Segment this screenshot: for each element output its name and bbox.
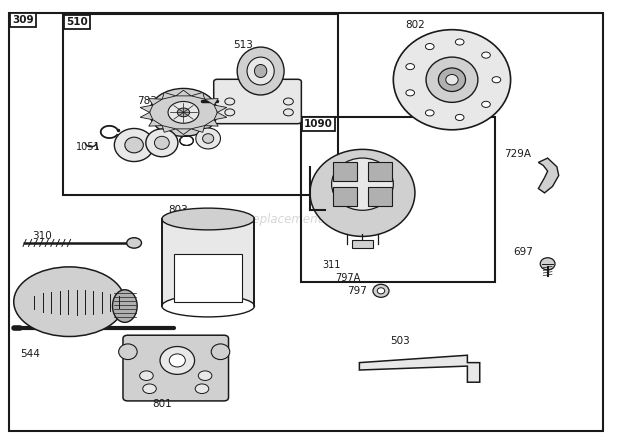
Text: 783: 783 <box>137 96 157 106</box>
Ellipse shape <box>332 158 393 210</box>
Polygon shape <box>162 126 176 132</box>
Polygon shape <box>205 120 218 126</box>
Polygon shape <box>214 113 227 120</box>
Ellipse shape <box>146 129 178 157</box>
FancyBboxPatch shape <box>123 335 229 401</box>
Polygon shape <box>149 99 162 105</box>
Ellipse shape <box>196 128 221 149</box>
Ellipse shape <box>438 68 466 92</box>
Polygon shape <box>360 355 480 382</box>
Ellipse shape <box>310 149 415 237</box>
FancyBboxPatch shape <box>333 162 357 181</box>
Ellipse shape <box>373 284 389 297</box>
Ellipse shape <box>254 64 267 78</box>
FancyBboxPatch shape <box>368 187 392 206</box>
Polygon shape <box>191 92 205 99</box>
Circle shape <box>225 98 235 105</box>
Circle shape <box>143 384 156 393</box>
FancyBboxPatch shape <box>352 240 373 248</box>
Polygon shape <box>149 120 162 126</box>
Ellipse shape <box>154 136 169 149</box>
Text: 503: 503 <box>390 336 410 346</box>
Text: 729A: 729A <box>505 149 531 159</box>
Ellipse shape <box>114 128 154 162</box>
Circle shape <box>482 101 490 107</box>
Circle shape <box>168 102 199 123</box>
Text: 803: 803 <box>168 205 188 215</box>
Ellipse shape <box>118 344 137 360</box>
Ellipse shape <box>14 267 125 336</box>
Text: 513: 513 <box>233 40 253 50</box>
Circle shape <box>195 384 209 393</box>
Polygon shape <box>214 105 227 113</box>
Ellipse shape <box>160 346 195 374</box>
Ellipse shape <box>211 344 230 360</box>
Polygon shape <box>176 129 191 134</box>
Ellipse shape <box>169 354 185 367</box>
Circle shape <box>482 52 490 58</box>
Text: 311: 311 <box>322 260 341 270</box>
Text: 309: 309 <box>12 15 33 25</box>
Ellipse shape <box>162 208 254 230</box>
Ellipse shape <box>426 57 478 102</box>
FancyBboxPatch shape <box>333 187 357 206</box>
Text: 697: 697 <box>514 247 534 257</box>
Circle shape <box>126 238 141 248</box>
Circle shape <box>455 114 464 120</box>
Ellipse shape <box>237 47 284 95</box>
Bar <box>162 219 254 306</box>
Circle shape <box>406 90 415 96</box>
Ellipse shape <box>125 137 143 153</box>
Ellipse shape <box>112 290 137 322</box>
Circle shape <box>425 43 434 49</box>
Polygon shape <box>162 92 176 99</box>
Circle shape <box>149 88 218 136</box>
Ellipse shape <box>162 295 254 317</box>
Circle shape <box>283 109 293 116</box>
Circle shape <box>492 77 501 83</box>
Polygon shape <box>191 126 205 132</box>
Circle shape <box>198 371 212 381</box>
Circle shape <box>455 39 464 45</box>
Circle shape <box>425 110 434 116</box>
Text: 1090: 1090 <box>304 119 333 129</box>
Text: 797: 797 <box>347 286 367 296</box>
Circle shape <box>406 64 415 70</box>
FancyBboxPatch shape <box>214 79 301 124</box>
Text: eReplacementParts.com: eReplacementParts.com <box>238 212 382 226</box>
Ellipse shape <box>446 74 458 85</box>
Circle shape <box>140 371 153 381</box>
Circle shape <box>283 98 293 105</box>
Bar <box>301 117 495 282</box>
Text: 802: 802 <box>405 20 425 30</box>
Text: 797A: 797A <box>335 273 360 283</box>
Polygon shape <box>140 105 153 113</box>
Ellipse shape <box>540 258 555 270</box>
Ellipse shape <box>203 134 214 143</box>
Text: 544: 544 <box>20 349 40 359</box>
Ellipse shape <box>378 288 384 294</box>
Text: 1051: 1051 <box>76 142 100 152</box>
Bar <box>174 254 242 302</box>
Polygon shape <box>140 113 153 120</box>
Polygon shape <box>176 90 191 96</box>
Bar <box>63 14 338 195</box>
Circle shape <box>177 108 190 117</box>
Polygon shape <box>205 99 218 105</box>
Text: 510: 510 <box>66 17 88 27</box>
Ellipse shape <box>393 30 511 130</box>
Ellipse shape <box>247 57 274 85</box>
Circle shape <box>225 109 235 116</box>
FancyBboxPatch shape <box>368 162 392 181</box>
Text: 310: 310 <box>32 231 52 241</box>
Text: 801: 801 <box>152 399 172 409</box>
Polygon shape <box>538 158 559 193</box>
